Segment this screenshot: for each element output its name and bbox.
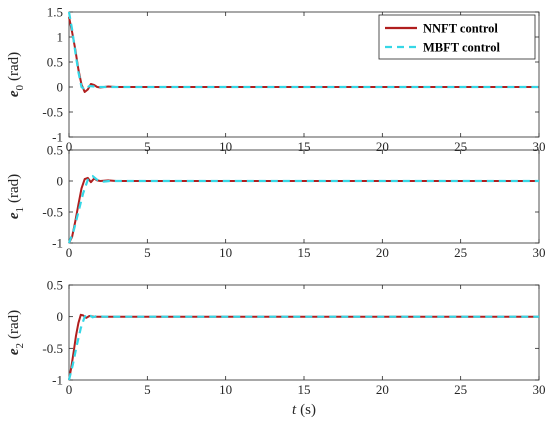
legend-label: NNFT control [423, 22, 498, 36]
y-tick-label: -1 [52, 373, 63, 388]
axes-frame [68, 149, 540, 244]
x-tick-label: 10 [219, 382, 232, 397]
x-tick-label: 20 [376, 382, 389, 397]
x-tick-label: 25 [454, 382, 467, 397]
x-label-unit: (s) [300, 402, 316, 418]
x-axis-label: t (s) [292, 402, 316, 418]
y-tick-label: 1 [57, 30, 64, 45]
x-tick-label: 15 [298, 382, 311, 397]
y-axis-label: e1 (rad) [6, 174, 26, 219]
series-line-nnft-control [68, 313, 539, 381]
x-tick-label: 20 [376, 245, 389, 260]
y-tick-label: 1.5 [47, 5, 63, 20]
x-tick-label: 15 [298, 245, 311, 260]
subplot-1: 0 5 10 15 20 25 30 -1 -0.5 0 0.5 e1 (rad) [6, 143, 546, 261]
y-tick-label: -1 [52, 130, 63, 145]
y-axis-label: e2 (rad) [6, 310, 26, 355]
y-label-variable: e [6, 90, 22, 97]
y-tick-label: 0.5 [47, 278, 63, 293]
legend-label: MBFT control [423, 41, 500, 55]
y-tick-label: -0.5 [42, 341, 63, 356]
y-label-variable: e [6, 348, 22, 355]
y-tick-label: -0.5 [42, 105, 63, 120]
x-tick-label: 5 [144, 382, 151, 397]
y-tick-label: -1 [52, 236, 63, 251]
x-tick-label: 0 [66, 382, 73, 397]
y-tick-label: 0 [57, 309, 64, 324]
y-label-unit: (rad) [6, 52, 22, 81]
series-line-mbft-control [67, 174, 539, 244]
x-tick-label: 0 [66, 245, 73, 260]
y-tick-label: 0 [57, 80, 64, 95]
series-line-mbft-control [67, 313, 539, 381]
y-label-variable: e [6, 212, 22, 219]
y-label-subscript: 0 [14, 84, 26, 90]
y-label-unit: (rad) [6, 310, 22, 339]
subplot-2: 0 5 10 15 20 25 30 -1 -0.5 0 0.5 e2 (rad) t (s) [6, 278, 546, 419]
y-tick-label: 0.5 [47, 143, 63, 158]
y-tick-label: 0 [57, 174, 64, 189]
y-label-unit: (rad) [6, 174, 22, 203]
subplot-0: 0 5 10 15 20 25 30-1-0.500.511.5e0(rad)NNFT co… [6, 5, 546, 155]
y-label-subscript: 2 [14, 343, 26, 349]
y-label-subscript: 1 [14, 207, 26, 213]
x-tick-label: 25 [454, 245, 467, 260]
x-tick-label: 30 [533, 382, 546, 397]
y-axis-label: e0 (rad) [6, 52, 26, 97]
y-tick-label: -0.5 [42, 205, 63, 220]
legend-box [378, 14, 536, 60]
axes-frame [68, 284, 540, 381]
series-line-nnft-control [68, 176, 539, 244]
y-tick-label: 0.5 [47, 55, 63, 70]
x-tick-label: 5 [144, 245, 151, 260]
x-tick-label: 5 [144, 139, 151, 154]
x-tick-label: 10 [219, 245, 232, 260]
x-tick-label: 0 [66, 139, 73, 154]
series-line-mbft-control [67, 11, 539, 91]
x-label-variable: t [292, 402, 297, 418]
legend: NNFT control MBFT control [378, 14, 536, 60]
x-tick-label: 30 [533, 245, 546, 260]
